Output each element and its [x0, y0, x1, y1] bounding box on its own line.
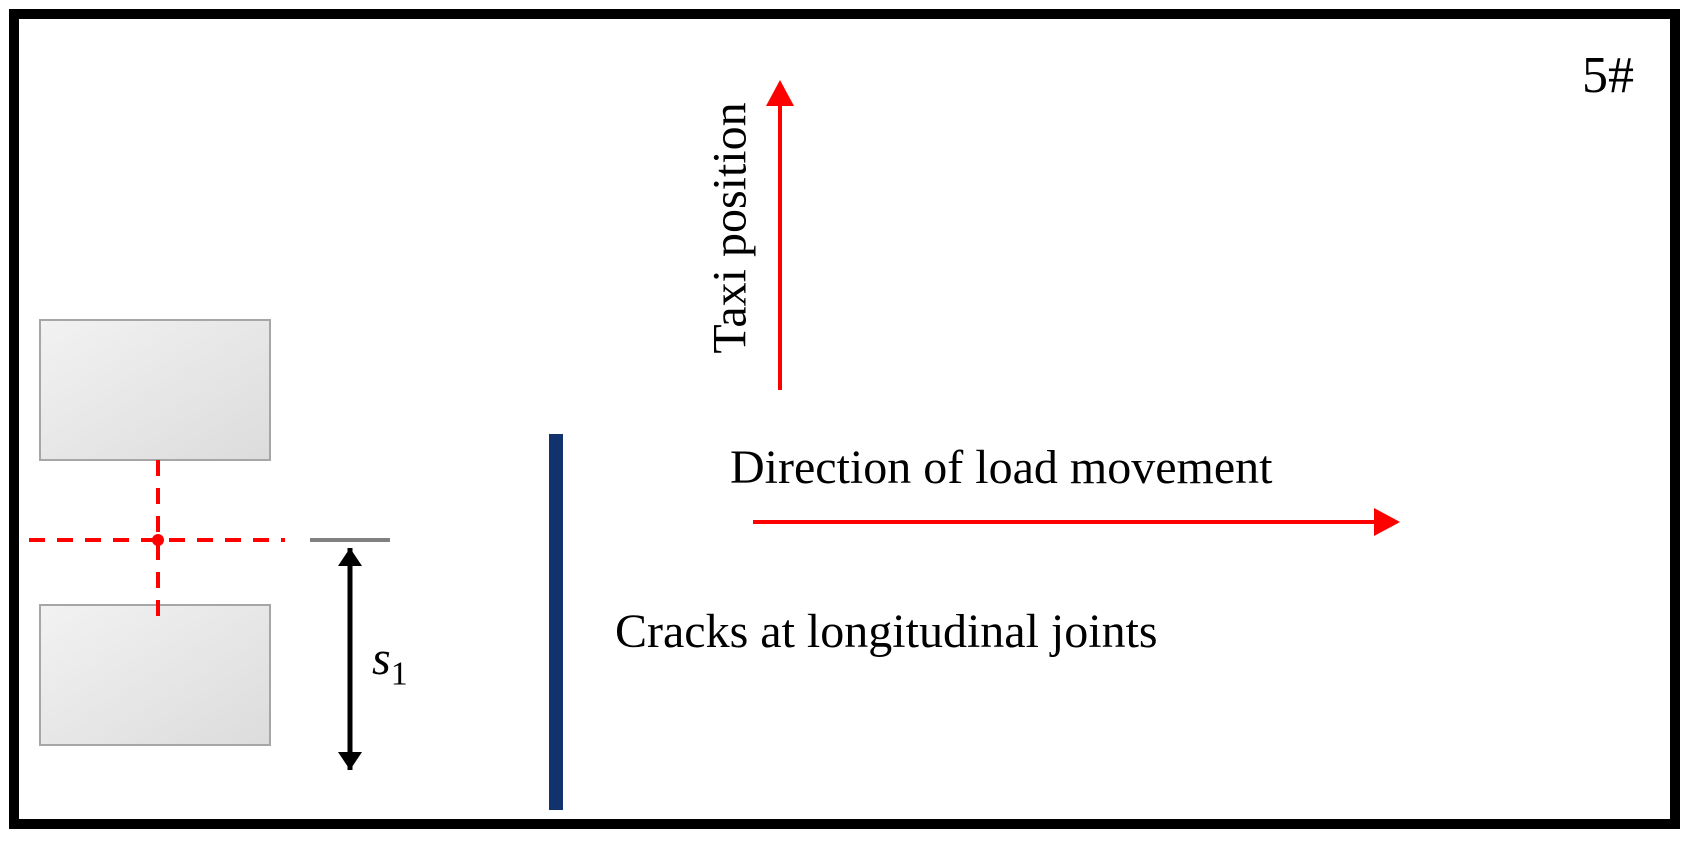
s1-label: s1: [372, 631, 408, 694]
corner-label: 5#: [1582, 46, 1634, 105]
s1-arrowhead-down: [338, 752, 362, 770]
cracks-label: Cracks at longitudinal joints: [615, 604, 1158, 659]
taxi-arrowhead-icon: [766, 80, 794, 106]
tire-block-top: [40, 320, 270, 460]
tire-block-bottom: [40, 605, 270, 745]
direction-arrowhead-icon: [1374, 508, 1400, 536]
taxi-label: Taxi position: [703, 102, 758, 353]
direction-label: Direction of load movement: [730, 440, 1273, 495]
crosshair-dot: [152, 534, 164, 546]
s1-arrowhead-up: [338, 548, 362, 566]
